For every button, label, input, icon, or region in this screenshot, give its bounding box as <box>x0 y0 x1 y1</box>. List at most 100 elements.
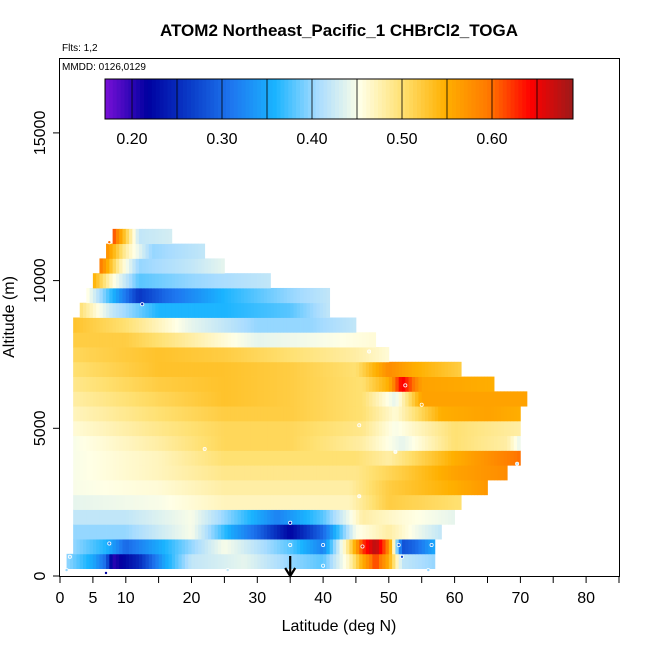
heatmap-cell <box>378 450 383 466</box>
heatmap-cell <box>438 450 442 466</box>
heatmap-cell <box>438 406 442 422</box>
heatmap-cell <box>290 435 294 451</box>
heatmap-cell <box>260 509 265 525</box>
heatmap-cell <box>92 347 97 363</box>
heatmap-cell <box>201 376 206 392</box>
heatmap-cell <box>372 494 377 510</box>
heatmap-cell <box>286 376 291 392</box>
heatmap-cell <box>388 539 393 555</box>
heatmap-cell <box>372 465 377 481</box>
heatmap-cell <box>168 376 173 392</box>
heatmap-cell <box>221 465 225 481</box>
heatmap-cell <box>194 509 199 525</box>
heatmap-cell <box>201 465 206 481</box>
heatmap-cell <box>494 465 498 481</box>
heatmap-cell <box>500 435 505 451</box>
heatmap-cell <box>125 317 130 333</box>
heatmap-cell <box>290 509 294 525</box>
heatmap-cell <box>352 450 357 466</box>
heatmap-cell <box>240 273 245 289</box>
heatmap-cell <box>372 524 377 540</box>
heatmap-cell <box>507 391 511 407</box>
heatmap-cell <box>342 524 347 540</box>
heatmap-cell <box>369 539 373 555</box>
heatmap-cell <box>240 317 245 333</box>
heatmap-cell <box>194 317 199 333</box>
heatmap-cell <box>290 553 294 570</box>
heatmap-cell <box>230 273 235 289</box>
heatmap-cell <box>250 553 255 570</box>
heatmap-cell <box>280 420 284 437</box>
heatmap-cell <box>178 435 183 451</box>
heatmap-cell <box>300 406 304 422</box>
heatmap-cell <box>441 391 446 407</box>
colorbar-swatch <box>210 79 215 119</box>
heatmap-cell <box>227 317 232 333</box>
heatmap-cell <box>415 479 419 496</box>
colorbar-swatch <box>491 79 496 119</box>
heatmap-cell <box>148 347 153 363</box>
heatmap-cell <box>198 494 202 510</box>
heatmap-cell <box>132 553 137 570</box>
heatmap-cell <box>277 539 281 555</box>
colorbar-swatch <box>405 79 410 119</box>
heatmap-cell <box>247 273 252 289</box>
x-tick-label: 60 <box>446 590 464 607</box>
sample-point <box>288 543 293 548</box>
heatmap-cell <box>224 332 229 348</box>
heatmap-cell <box>115 450 120 466</box>
heatmap-cell <box>309 361 314 377</box>
heatmap-cell <box>464 420 469 437</box>
heatmap-cell <box>181 243 186 259</box>
heatmap-cell <box>109 243 114 259</box>
heatmap-cell <box>99 465 104 481</box>
heatmap-cell <box>378 406 383 422</box>
heatmap-cell <box>227 450 232 466</box>
heatmap-cell <box>158 258 163 274</box>
heatmap-cell <box>148 450 153 466</box>
heatmap-cell <box>237 406 242 422</box>
heatmap-cell <box>221 258 225 274</box>
heatmap-cell <box>290 302 294 318</box>
heatmap-cell <box>405 361 409 377</box>
heatmap-cell <box>217 450 222 466</box>
heatmap-cell <box>316 450 321 466</box>
heatmap-cell <box>464 376 469 392</box>
heatmap-cell <box>138 228 143 245</box>
heatmap-cell <box>214 553 219 570</box>
heatmap-cell <box>428 450 432 466</box>
heatmap-cell <box>96 302 100 318</box>
heatmap-row <box>73 391 528 407</box>
colorbar-swatch <box>342 79 348 119</box>
heatmap-cell <box>267 287 271 304</box>
heatmap-cell <box>194 524 199 540</box>
heatmap-cell <box>280 361 284 377</box>
heatmap-cell <box>306 553 311 570</box>
heatmap-cell <box>184 258 189 274</box>
heatmap-cell <box>224 376 229 392</box>
heatmap-cell <box>283 479 288 496</box>
heatmap-cell <box>161 420 166 437</box>
heatmap-cell <box>188 287 192 304</box>
heatmap-cell <box>471 450 475 466</box>
heatmap-cell <box>293 391 298 407</box>
heatmap-cell <box>112 317 117 333</box>
heatmap-cell <box>152 465 156 481</box>
colorbar-swatch <box>479 79 484 119</box>
heatmap-row <box>79 302 331 318</box>
heatmap-cell <box>395 494 400 510</box>
heatmap-cell <box>257 406 261 422</box>
heatmap-cell <box>145 465 150 481</box>
heatmap-cell <box>267 347 271 363</box>
heatmap-cell <box>316 391 321 407</box>
heatmap-cell <box>428 494 432 510</box>
heatmap-cell <box>517 435 521 451</box>
colorbar-swatch <box>140 79 145 119</box>
heatmap-cell <box>507 450 511 466</box>
colorbar-swatch <box>545 79 551 119</box>
colorbar-swatch <box>358 79 363 119</box>
heatmap-cell <box>129 317 133 333</box>
heatmap-cell <box>254 450 258 466</box>
heatmap-cell <box>270 553 275 570</box>
heatmap-cell <box>329 494 334 510</box>
